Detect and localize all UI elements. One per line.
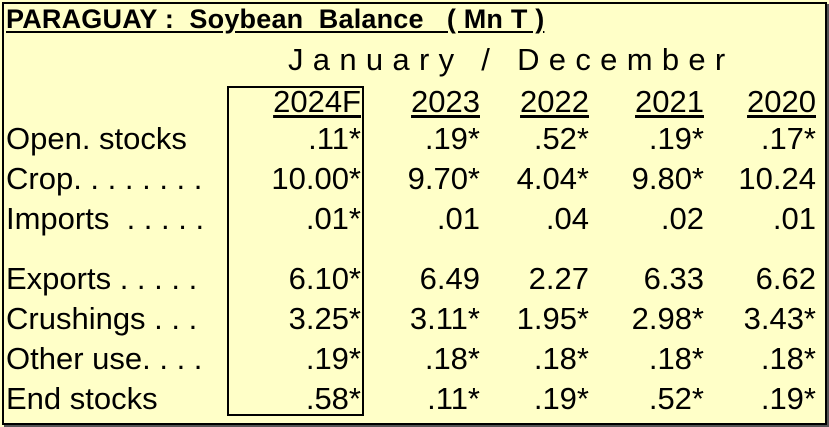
- table-cell: 4.04*: [516, 161, 589, 196]
- row-label: Other use. . . .: [6, 341, 203, 376]
- table-cell: .18*: [533, 341, 589, 376]
- table-cell: .52*: [533, 121, 589, 156]
- column-header-2021: 2021: [635, 84, 704, 119]
- table-cell: .11*: [308, 121, 361, 156]
- table-cell: 9.80*: [631, 161, 704, 196]
- table-subtitle: January / December: [288, 42, 735, 77]
- table-cell: .52*: [648, 381, 704, 416]
- table-cell: .19*: [305, 341, 361, 376]
- table-cell: .58*: [305, 381, 361, 416]
- forecast-column-box: [227, 86, 364, 416]
- table-cell: 1.95*: [516, 301, 589, 336]
- table-cell: 2.27: [528, 261, 589, 296]
- table-cell: .01: [772, 201, 816, 236]
- table-cell: .19*: [424, 121, 480, 156]
- column-header-2020: 2020: [747, 84, 816, 119]
- column-header-2024f: 2024F: [273, 84, 361, 119]
- table-cell: 3.43*: [743, 301, 816, 336]
- table-cell: .01*: [305, 201, 361, 236]
- table-cell: .18*: [760, 341, 816, 376]
- table-cell: .04: [545, 201, 589, 236]
- table-cell: 9.70*: [407, 161, 480, 196]
- table-cell: .19*: [533, 381, 589, 416]
- table-cell: 6.62: [755, 261, 816, 296]
- column-header-2023: 2023: [411, 84, 480, 119]
- table-cell: 10.24: [738, 161, 816, 196]
- table-cell: .19*: [760, 381, 816, 416]
- row-label: Crop. . . . . . . .: [6, 161, 203, 196]
- row-label: Exports . . . . .: [6, 261, 198, 296]
- table-cell: .17*: [760, 121, 816, 156]
- table-cell: 2.98*: [631, 301, 704, 336]
- table-cell: .11*: [427, 381, 480, 416]
- table-cell: .18*: [424, 341, 480, 376]
- row-label: Open. stocks: [6, 121, 187, 156]
- table-cell: .19*: [648, 121, 704, 156]
- table-cell: 3.11*: [409, 301, 480, 336]
- table-cell: 6.49: [419, 261, 480, 296]
- row-label: Imports . . . . .: [6, 201, 205, 236]
- table-cell: .01: [436, 201, 480, 236]
- row-label: Crushings . . .: [6, 301, 198, 336]
- table-cell: 3.25*: [288, 301, 361, 336]
- table-cell: .02: [660, 201, 704, 236]
- table-cell: 6.33: [643, 261, 704, 296]
- table-cell: 6.10*: [288, 261, 361, 296]
- row-label: End stocks: [6, 381, 158, 416]
- table-title: PARAGUAY : Soybean Balance ( Mn T ): [6, 4, 545, 34]
- column-header-2022: 2022: [520, 84, 589, 119]
- table-cell: 10.00*: [271, 161, 361, 196]
- table-cell: .18*: [648, 341, 704, 376]
